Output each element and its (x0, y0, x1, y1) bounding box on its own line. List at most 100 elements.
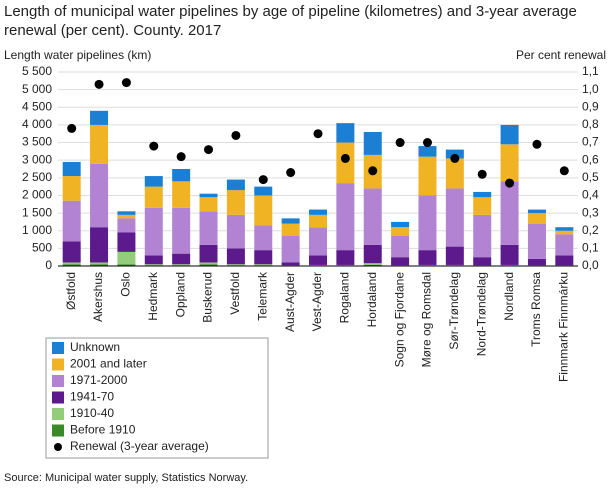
legend-label: Before 1910 (70, 423, 136, 437)
legend-label: 2001 and later (70, 357, 147, 371)
y2-tick-label: 1,1 (582, 64, 599, 78)
bar-segment (555, 255, 574, 266)
renewal-dot (286, 168, 296, 178)
x-tick-label: Oslo (119, 272, 133, 297)
bar-segment (309, 227, 327, 256)
bar-segment (62, 241, 81, 263)
bar-segment (391, 221, 410, 228)
bar-segment (254, 250, 273, 265)
bar-segment (90, 264, 109, 266)
bar-segment (500, 144, 519, 182)
bar-segment (391, 236, 410, 258)
bar-segment (62, 200, 81, 242)
bar-segment (473, 257, 492, 266)
y-tick-label: 4 000 (22, 117, 52, 131)
legend-marker (54, 443, 62, 451)
bar-segment (226, 248, 245, 265)
legend-label: Unknown (70, 340, 120, 354)
renewal-dot (231, 130, 241, 140)
y-tick-label: 0 (45, 258, 52, 272)
y2-tick-label: 0,7 (582, 135, 599, 149)
bar-segment (90, 163, 109, 228)
renewal-dot (204, 145, 214, 155)
x-tick-label: Møre og Romsdal (420, 272, 434, 367)
bar-segment (90, 262, 109, 265)
y2-tick-label: 0,8 (582, 117, 599, 131)
bar-segment (527, 213, 546, 224)
bar-segment (363, 264, 382, 266)
y-tick-label: 3 500 (22, 135, 52, 149)
bar-segment (309, 209, 327, 215)
y2-tick-label: 0,0 (582, 258, 599, 272)
bar-segment (144, 176, 163, 187)
y-axis-label: Length water pipelines (km) (4, 48, 151, 62)
legend-swatch (52, 408, 64, 420)
y2-tick-label: 0,1 (582, 241, 599, 255)
bar-segment (363, 263, 382, 265)
bar-segment (473, 197, 492, 215)
bar-segment (226, 264, 245, 266)
bar-segment (336, 250, 355, 265)
bar-segment (254, 195, 273, 226)
y2-tick-label: 0,3 (582, 205, 599, 219)
bar-segment (226, 179, 245, 191)
bar-segment (391, 227, 410, 237)
y2-tick-label: 0,9 (582, 99, 599, 113)
y-tick-label: 1 500 (22, 205, 52, 219)
y2-tick-label: 0,4 (582, 188, 599, 202)
bar-segment (117, 218, 136, 233)
y-tick-label: 3 000 (22, 152, 52, 166)
bar-segment (445, 264, 464, 266)
bar-segment (199, 262, 218, 265)
y2-tick-label: 0,5 (582, 170, 599, 184)
legend-label: Renewal (3-year average) (70, 439, 209, 453)
bar-segment (254, 225, 273, 251)
bar-segment (117, 251, 136, 265)
legend-swatch (52, 424, 64, 437)
bar-segment (555, 227, 574, 231)
x-tick-label: Troms Romsa (529, 272, 543, 347)
bar-segment (90, 110, 109, 125)
bar-segment (418, 264, 437, 266)
bar-segment (363, 188, 382, 245)
y-tick-label: 500 (32, 241, 52, 255)
bar-segment (254, 264, 273, 266)
source: Source: Municipal water supply, Statisti… (4, 472, 248, 484)
bar-segment (445, 158, 464, 189)
bar-segment (281, 218, 300, 224)
y-tick-label: 1 000 (22, 223, 52, 237)
y-tick-label: 5 500 (22, 64, 52, 78)
renewal-dot (368, 166, 378, 176)
bar-segment (172, 169, 191, 182)
bar-segment (62, 264, 81, 266)
bar-segment (391, 257, 410, 266)
bar-segment (144, 264, 163, 266)
bar-segment (144, 255, 163, 265)
bar-segment (527, 223, 546, 259)
legend-label: 1971-2000 (70, 373, 128, 387)
renewal-dot (258, 175, 268, 185)
bar-segment (62, 161, 81, 177)
bar-segment (117, 211, 136, 215)
x-tick-label: Nordland (502, 272, 516, 321)
bar-segment (199, 244, 218, 263)
legend-box (45, 337, 269, 459)
bar-segment (336, 264, 355, 266)
y-tick-label: 2 500 (22, 170, 52, 184)
bar-segment (363, 131, 382, 155)
bar-segment (418, 156, 437, 196)
bar-segment (62, 262, 81, 265)
renewal-dot (477, 169, 487, 179)
legend-swatch (52, 358, 64, 371)
bar-segment (500, 181, 519, 245)
bar-segment (199, 193, 218, 198)
bar-segment (500, 264, 519, 266)
renewal-dot (340, 153, 350, 163)
legend-label: 1910-40 (70, 406, 114, 420)
x-tick-label: Telemark (255, 271, 269, 321)
bar-segment (281, 223, 300, 237)
bar-segment (473, 191, 492, 198)
renewal-dot (422, 138, 432, 148)
bar-segment (172, 253, 191, 265)
